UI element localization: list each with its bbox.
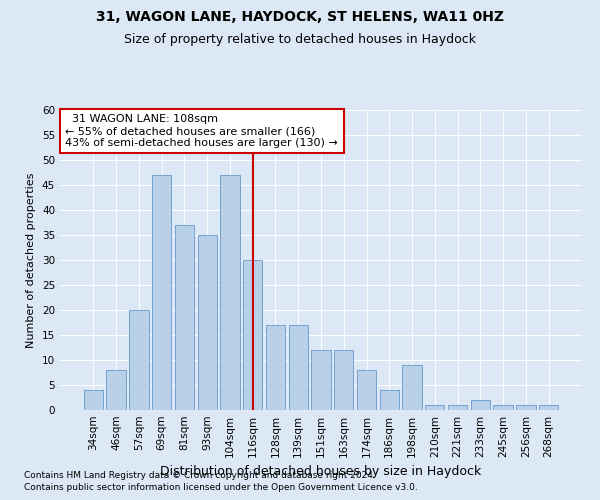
Bar xyxy=(448,405,467,410)
Bar xyxy=(84,390,103,410)
Bar xyxy=(470,400,490,410)
Text: Contains HM Land Registry data © Crown copyright and database right 2024.: Contains HM Land Registry data © Crown c… xyxy=(24,471,376,480)
Bar xyxy=(129,310,149,410)
Bar xyxy=(152,175,172,410)
Bar xyxy=(357,370,376,410)
Text: 31, WAGON LANE, HAYDOCK, ST HELENS, WA11 0HZ: 31, WAGON LANE, HAYDOCK, ST HELENS, WA11… xyxy=(96,10,504,24)
Bar xyxy=(289,325,308,410)
Bar xyxy=(311,350,331,410)
Bar xyxy=(380,390,399,410)
Y-axis label: Number of detached properties: Number of detached properties xyxy=(26,172,37,348)
Bar xyxy=(197,235,217,410)
Bar xyxy=(106,370,126,410)
Bar xyxy=(243,260,262,410)
Bar xyxy=(403,365,422,410)
Bar xyxy=(425,405,445,410)
Bar xyxy=(220,175,239,410)
Text: 31 WAGON LANE: 108sqm
← 55% of detached houses are smaller (166)
43% of semi-det: 31 WAGON LANE: 108sqm ← 55% of detached … xyxy=(65,114,338,148)
Text: Contains public sector information licensed under the Open Government Licence v3: Contains public sector information licen… xyxy=(24,484,418,492)
Text: Size of property relative to detached houses in Haydock: Size of property relative to detached ho… xyxy=(124,32,476,46)
Bar xyxy=(539,405,558,410)
X-axis label: Distribution of detached houses by size in Haydock: Distribution of detached houses by size … xyxy=(160,466,482,478)
Bar xyxy=(175,225,194,410)
Bar xyxy=(493,405,513,410)
Bar xyxy=(266,325,285,410)
Bar xyxy=(334,350,353,410)
Bar xyxy=(516,405,536,410)
